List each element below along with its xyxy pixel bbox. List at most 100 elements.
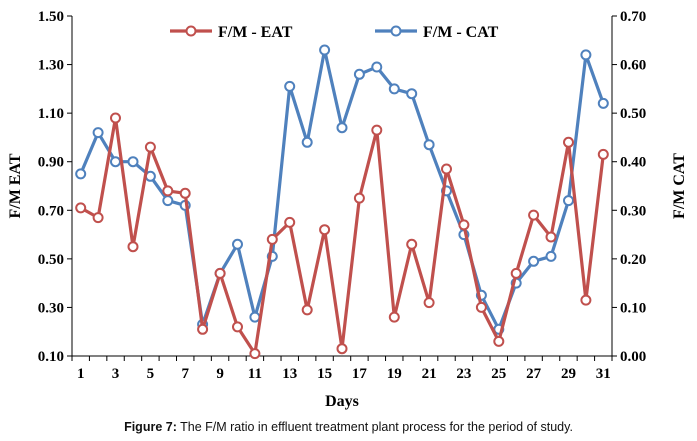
data-point (197, 323, 209, 335)
x-tick-label: 9 (216, 366, 224, 382)
data-point (545, 231, 557, 243)
data-point (284, 80, 296, 92)
data-point (162, 195, 174, 207)
y-right-tick-label: 0.30 (620, 203, 646, 219)
data-point (110, 156, 121, 168)
data-point (545, 250, 557, 262)
data-point (563, 195, 574, 207)
legend-label: F/M - EAT (218, 24, 293, 41)
data-point (458, 219, 470, 231)
x-tick-label: 27 (526, 366, 542, 382)
data-point (580, 294, 592, 306)
data-point (319, 224, 331, 236)
data-point (284, 216, 296, 228)
legend: F/M - EAT F/M - CAT (170, 24, 499, 41)
y-left-tick-label: 1.30 (38, 58, 64, 74)
x-tick-label: 1 (77, 366, 85, 382)
legend-item-cat: F/M - CAT (375, 24, 499, 41)
y-right-tick-label: 0.50 (620, 106, 646, 122)
data-point (388, 311, 400, 323)
data-point (597, 148, 609, 160)
series-eat (75, 112, 609, 360)
x-tick-label: 19 (387, 366, 402, 382)
data-point (475, 301, 487, 313)
series-cat (75, 44, 609, 335)
y-left-tick-label: 0.70 (38, 203, 64, 219)
x-tick-label: 25 (491, 366, 506, 382)
data-point (301, 304, 313, 316)
data-point (92, 127, 104, 139)
data-point (423, 297, 435, 309)
x-tick-label: 17 (352, 366, 368, 382)
y-right-tick-label: 0.70 (620, 9, 646, 25)
x-tick-label: 7 (181, 366, 189, 382)
data-point (353, 192, 365, 204)
data-point (127, 241, 139, 253)
x-tick-label: 5 (147, 366, 155, 382)
legend-item-eat: F/M - EAT (170, 24, 293, 41)
axes: 1 3 5 7 9 11 13 15 17 19 21 23 25 27 29 310.100.300.500… (38, 9, 647, 382)
data-point (528, 209, 540, 221)
figure-caption: Figure 7: The F/M ratio in effluent trea… (0, 420, 697, 434)
y-left-tick-label: 0.10 (38, 349, 64, 365)
data-point (371, 124, 383, 136)
y-left-axis-title: F/M EAT (7, 153, 24, 218)
data-point (423, 139, 435, 151)
x-tick-label: 13 (282, 366, 297, 382)
x-tick-label: 31 (596, 366, 611, 382)
data-point (75, 202, 87, 214)
x-tick-label: 23 (456, 366, 471, 382)
data-point (336, 343, 348, 355)
legend-label: F/M - CAT (423, 24, 499, 41)
data-point (249, 348, 261, 360)
data-point (528, 255, 540, 267)
data-point (232, 321, 243, 333)
data-point (75, 168, 87, 180)
data-point (266, 233, 278, 245)
data-point (406, 238, 418, 250)
data-point (179, 187, 191, 199)
x-tick-label: 11 (248, 366, 262, 382)
y-right-tick-label: 0.20 (620, 252, 646, 268)
data-point (510, 267, 522, 279)
y-right-tick-label: 0.00 (620, 349, 646, 365)
data-point (249, 311, 261, 323)
data-point (563, 136, 574, 148)
data-point (144, 141, 156, 153)
data-point (336, 122, 348, 134)
x-tick-label: 3 (112, 366, 120, 382)
data-point (214, 267, 226, 279)
x-tick-label: 29 (561, 366, 576, 382)
y-right-tick-label: 0.10 (620, 300, 646, 316)
data-point (162, 185, 174, 197)
data-point (301, 136, 313, 148)
x-tick-label: 21 (422, 366, 437, 382)
chart: 1 3 5 7 9 11 13 15 17 19 21 23 25 27 29 310.100.300.500… (7, 9, 688, 410)
series-line (79, 116, 605, 356)
axis-titles: Days F/M EAT F/M CAT (7, 153, 688, 410)
series-line (79, 48, 605, 331)
data-point (406, 88, 418, 100)
y-left-tick-label: 1.10 (38, 106, 64, 122)
x-axis-title: Days (325, 393, 359, 410)
data-point (493, 335, 505, 347)
y-left-tick-label: 0.90 (38, 155, 64, 171)
data-point (371, 61, 383, 73)
legend-marker (390, 25, 402, 37)
data-point (597, 97, 609, 109)
data-point (110, 112, 121, 124)
legend-marker (185, 25, 197, 37)
y-left-tick-label: 1.50 (38, 9, 64, 25)
y-right-axis-title: F/M CAT (671, 153, 688, 219)
data-point (441, 163, 452, 175)
y-left-tick-label: 0.50 (38, 252, 64, 268)
data-point (92, 212, 104, 224)
caption-text: The F/M ratio in effluent treatment plan… (176, 420, 573, 434)
x-tick-label: 15 (317, 366, 332, 382)
data-point (580, 49, 592, 61)
data-point (232, 238, 243, 250)
series-layer (75, 44, 609, 360)
data-point (127, 156, 139, 168)
data-point (353, 68, 365, 80)
data-point (388, 83, 400, 95)
